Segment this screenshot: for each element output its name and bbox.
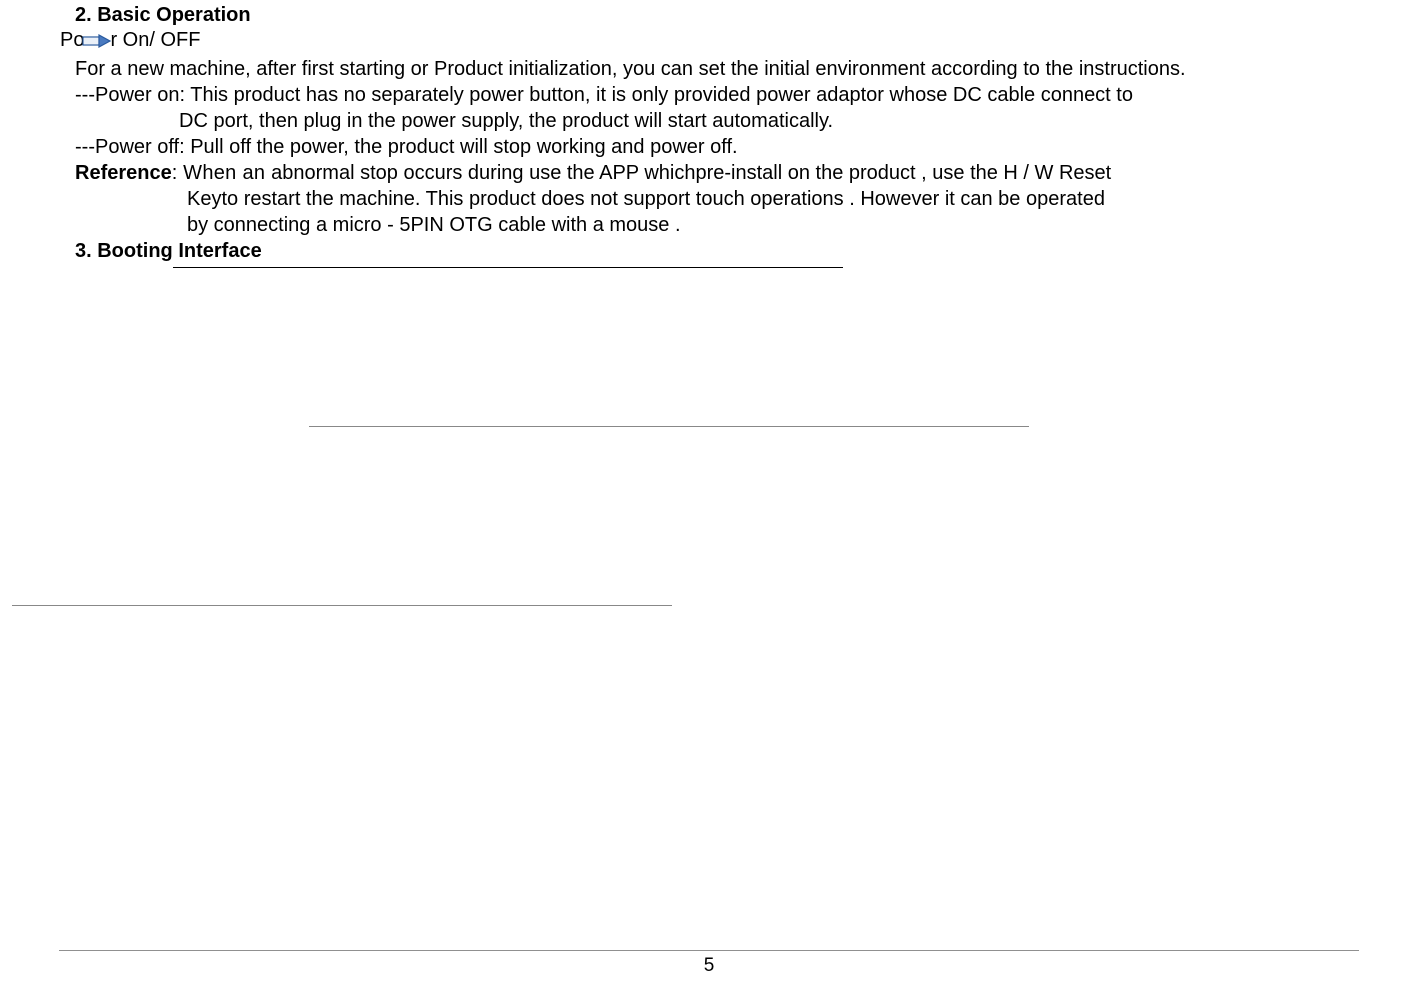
page-number: 5 xyxy=(0,955,1418,977)
reference-line1: Reference: When an abnormal stop occurs … xyxy=(75,160,1358,186)
reference-line1-rest: abnormal stop occurs during use the APP … xyxy=(271,162,1111,184)
power-off-item: ---Power off: Pull off the power, the pr… xyxy=(75,134,1358,160)
power-on-line2: DC port, then plug in the power supply, … xyxy=(75,108,1358,134)
power-text-prefix: Po xyxy=(60,29,84,51)
heading-basic-operation: 2. Basic Operation xyxy=(75,4,1358,27)
reference-line3: by connecting a micro - 5PIN OTG cable w… xyxy=(75,212,1358,238)
intro-paragraph: For a new machine, after first starting … xyxy=(75,56,1358,82)
footer-divider xyxy=(59,950,1359,951)
power-text-suffix: r On/ OFF xyxy=(110,29,200,51)
reference-label: Reference xyxy=(75,162,172,184)
power-on-line1: ---Power on: This product has no separat… xyxy=(75,84,1133,106)
divider-1 xyxy=(173,267,843,268)
reference-line2: Keyto restart the machine. This product … xyxy=(75,186,1358,212)
power-on-off-line: Po r On/ OFF xyxy=(60,29,1358,52)
page-footer: 5 xyxy=(0,950,1418,977)
arrow-right-icon xyxy=(82,33,112,49)
heading-booting-interface: 3. Booting Interface xyxy=(75,240,1358,263)
power-on-item: ---Power on: This product has no separat… xyxy=(75,82,1358,134)
divider-2 xyxy=(309,426,1029,427)
divider-3 xyxy=(12,605,672,606)
document-content: 2. Basic Operation Po r On/ OFF For a ne… xyxy=(0,0,1418,606)
reference-when-an: When an xyxy=(177,162,271,184)
